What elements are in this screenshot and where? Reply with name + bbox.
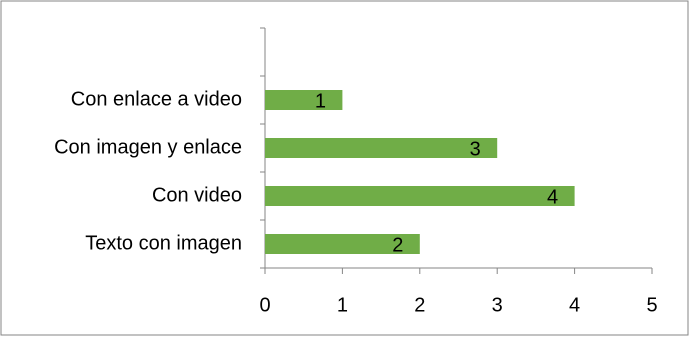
data-label: 2 [392,234,403,256]
x-tick-label: 3 [492,294,503,316]
data-label: 1 [315,90,326,112]
x-tick-label: 2 [414,294,425,316]
x-tick-label: 5 [646,294,657,316]
bar [265,90,343,110]
y-tick-label: Con imagen y enlace [54,136,242,158]
bar [265,234,420,254]
y-tick-label: Con enlace a video [71,88,242,110]
data-label: 4 [547,186,558,208]
data-label: 3 [470,138,481,160]
y-tick-label: Texto con imagen [85,232,242,254]
bar [265,186,575,206]
bar [265,138,498,158]
x-tick-label: 4 [569,294,580,316]
x-tick-label: 1 [337,294,348,316]
x-tick-label: 0 [259,294,270,316]
y-tick-label: Con video [152,184,242,206]
